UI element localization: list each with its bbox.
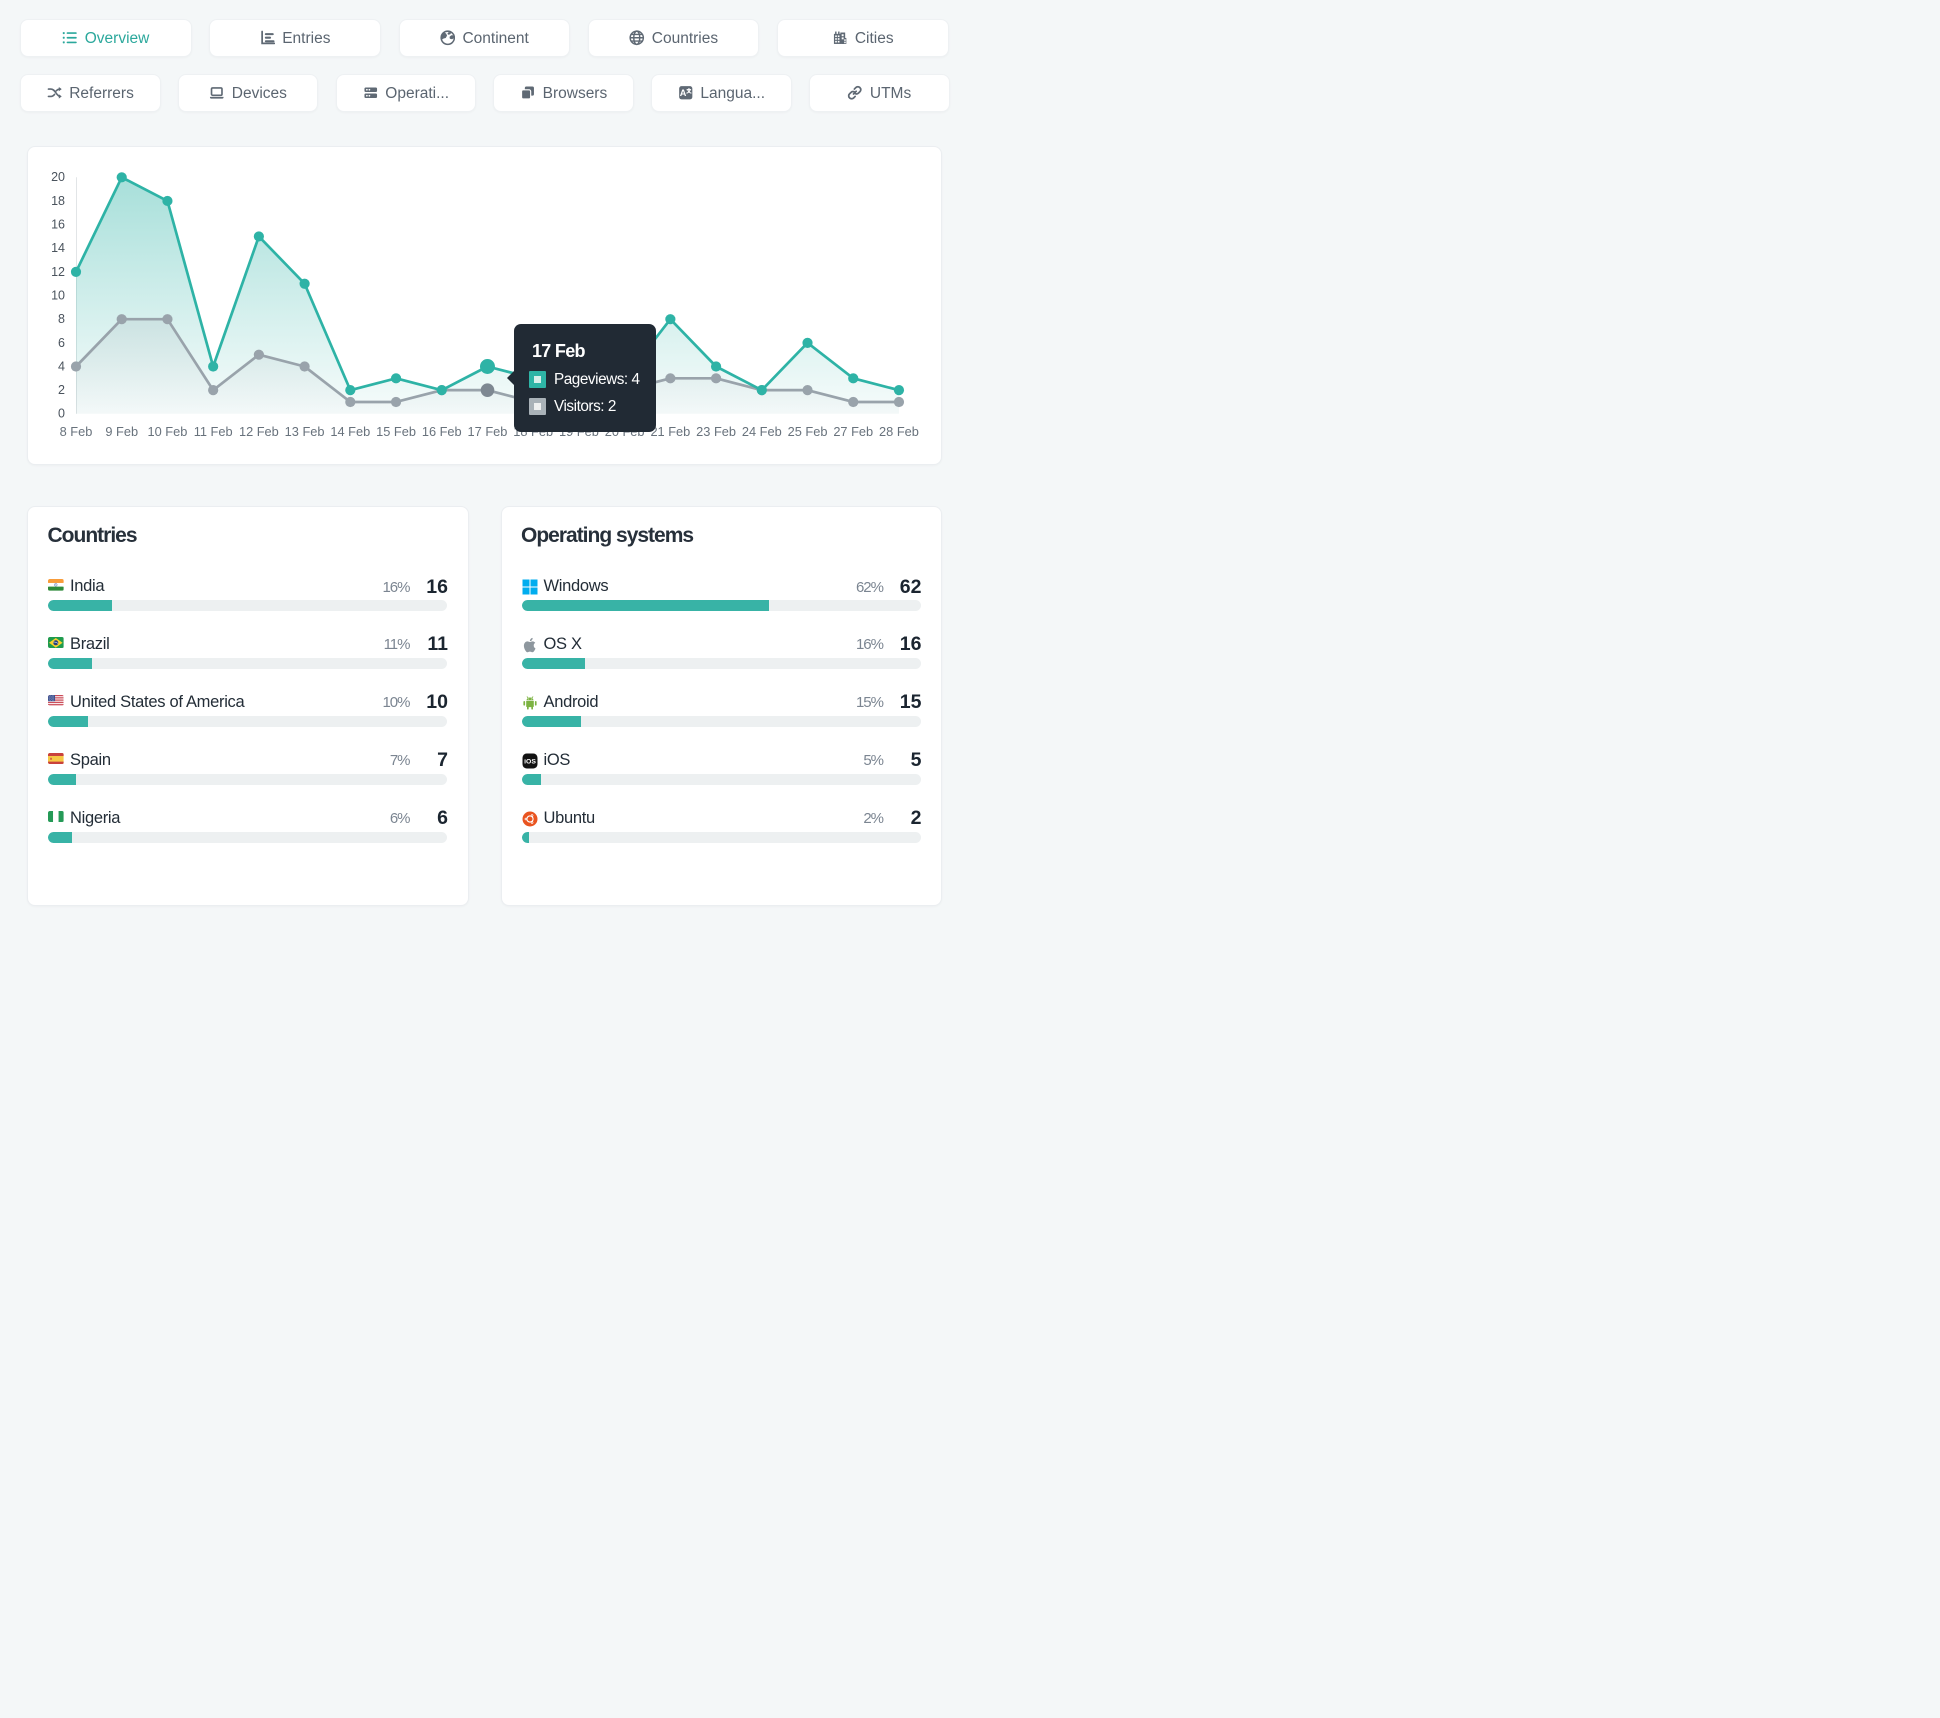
svg-text:27 Feb: 27 Feb <box>833 424 873 439</box>
svg-text:12: 12 <box>51 265 65 279</box>
svg-text:17 Feb: 17 Feb <box>468 424 508 439</box>
svg-text:2: 2 <box>58 383 65 397</box>
svg-text:10 Feb: 10 Feb <box>148 424 188 439</box>
svg-text:21 Feb: 21 Feb <box>650 424 690 439</box>
svg-text:14 Feb: 14 Feb <box>330 424 370 439</box>
svg-text:8 Feb: 8 Feb <box>60 424 93 439</box>
svg-text:16: 16 <box>51 218 65 232</box>
svg-text:6: 6 <box>58 336 65 350</box>
svg-text:12 Feb: 12 Feb <box>239 424 279 439</box>
svg-text:0: 0 <box>58 407 65 421</box>
svg-text:25 Feb: 25 Feb <box>788 424 828 439</box>
svg-text:10: 10 <box>51 288 65 302</box>
svg-text:24 Feb: 24 Feb <box>742 424 782 439</box>
svg-text:A: A <box>680 88 687 98</box>
svg-text:9 Feb: 9 Feb <box>105 424 138 439</box>
svg-text:4: 4 <box>58 359 65 373</box>
svg-text:16 Feb: 16 Feb <box>422 424 462 439</box>
svg-text:8: 8 <box>58 312 65 326</box>
svg-text:14: 14 <box>51 241 65 255</box>
svg-text:23 Feb: 23 Feb <box>696 424 736 439</box>
svg-text:15 Feb: 15 Feb <box>376 424 416 439</box>
svg-text:28 Feb: 28 Feb <box>879 424 919 439</box>
svg-text:iOS: iOS <box>524 758 536 765</box>
svg-text:11 Feb: 11 Feb <box>194 424 233 439</box>
svg-text:13 Feb: 13 Feb <box>285 424 325 439</box>
svg-text:20: 20 <box>51 170 65 184</box>
svg-text:18: 18 <box>51 194 65 208</box>
